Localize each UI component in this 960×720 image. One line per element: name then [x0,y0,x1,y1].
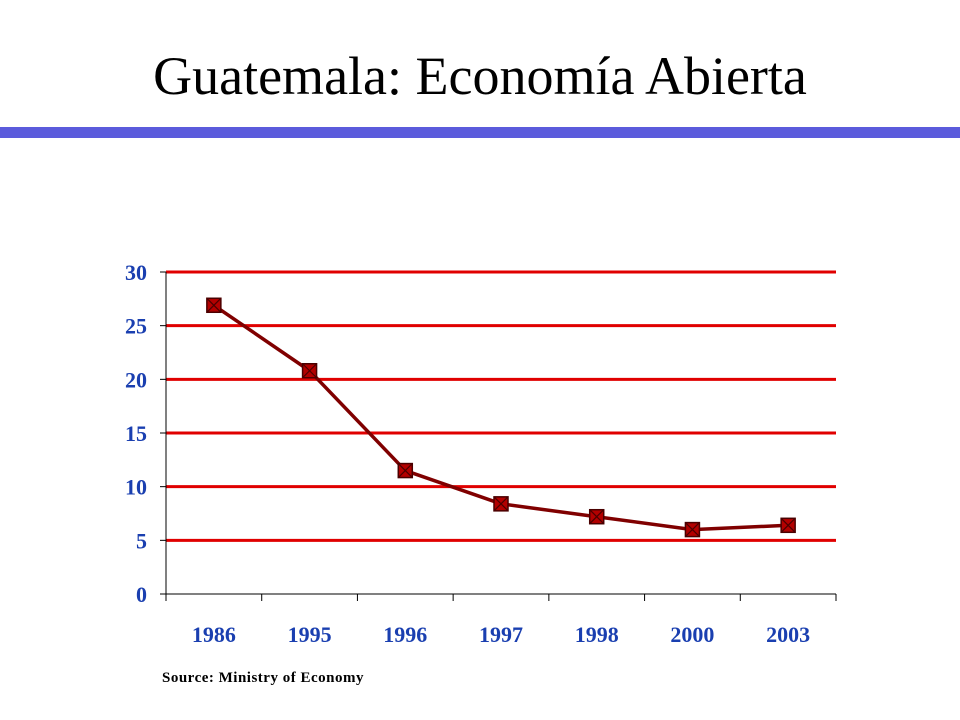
data-point-marker [301,362,318,379]
marker-cross [206,297,222,313]
source-note: Source: Ministry of Economy [162,670,364,686]
x-tick-label: 1996 [383,622,427,647]
marker-cross [302,363,317,379]
y-tick-labels: 0 5 10 15 20 25 30 [125,260,147,607]
slide-title: Guatemala: Economía Abierta [153,46,807,106]
data-point-marker [780,517,796,534]
data-point-marker [397,462,414,479]
y-tick-label: 15 [125,421,147,446]
x-tick-label: 2000 [670,622,714,647]
y-tick-label: 5 [136,528,147,553]
x-tick-label: 1986 [192,622,236,647]
data-point-marker [206,297,222,314]
marker-cross [685,522,700,538]
y-tick-label: 25 [125,314,147,339]
data-point-marker [493,496,509,512]
x-tick-label: 1998 [575,622,619,647]
marker-cross [780,517,796,533]
x-tick-label: 1995 [288,622,332,647]
series-line [212,303,789,532]
y-tick-label: 30 [125,260,147,285]
data-point-marker [684,521,701,538]
y-tick-label: 0 [136,582,147,607]
axes [160,271,837,601]
series-line [212,303,789,532]
marker-cross [397,463,413,478]
gridlines [166,270,836,542]
y-tick-label: 20 [125,367,147,392]
title-underline-bar [0,127,960,138]
series-markers [206,297,796,538]
x-tick-labels: 1986 1995 1996 1997 1998 2000 2003 [192,622,810,647]
data-point-marker [588,508,605,525]
y-tick-label: 10 [125,475,147,500]
marker-cross [589,509,605,525]
marker-cross [493,496,509,512]
x-tick-label: 2003 [766,622,810,647]
x-tick-label: 1997 [479,622,523,647]
